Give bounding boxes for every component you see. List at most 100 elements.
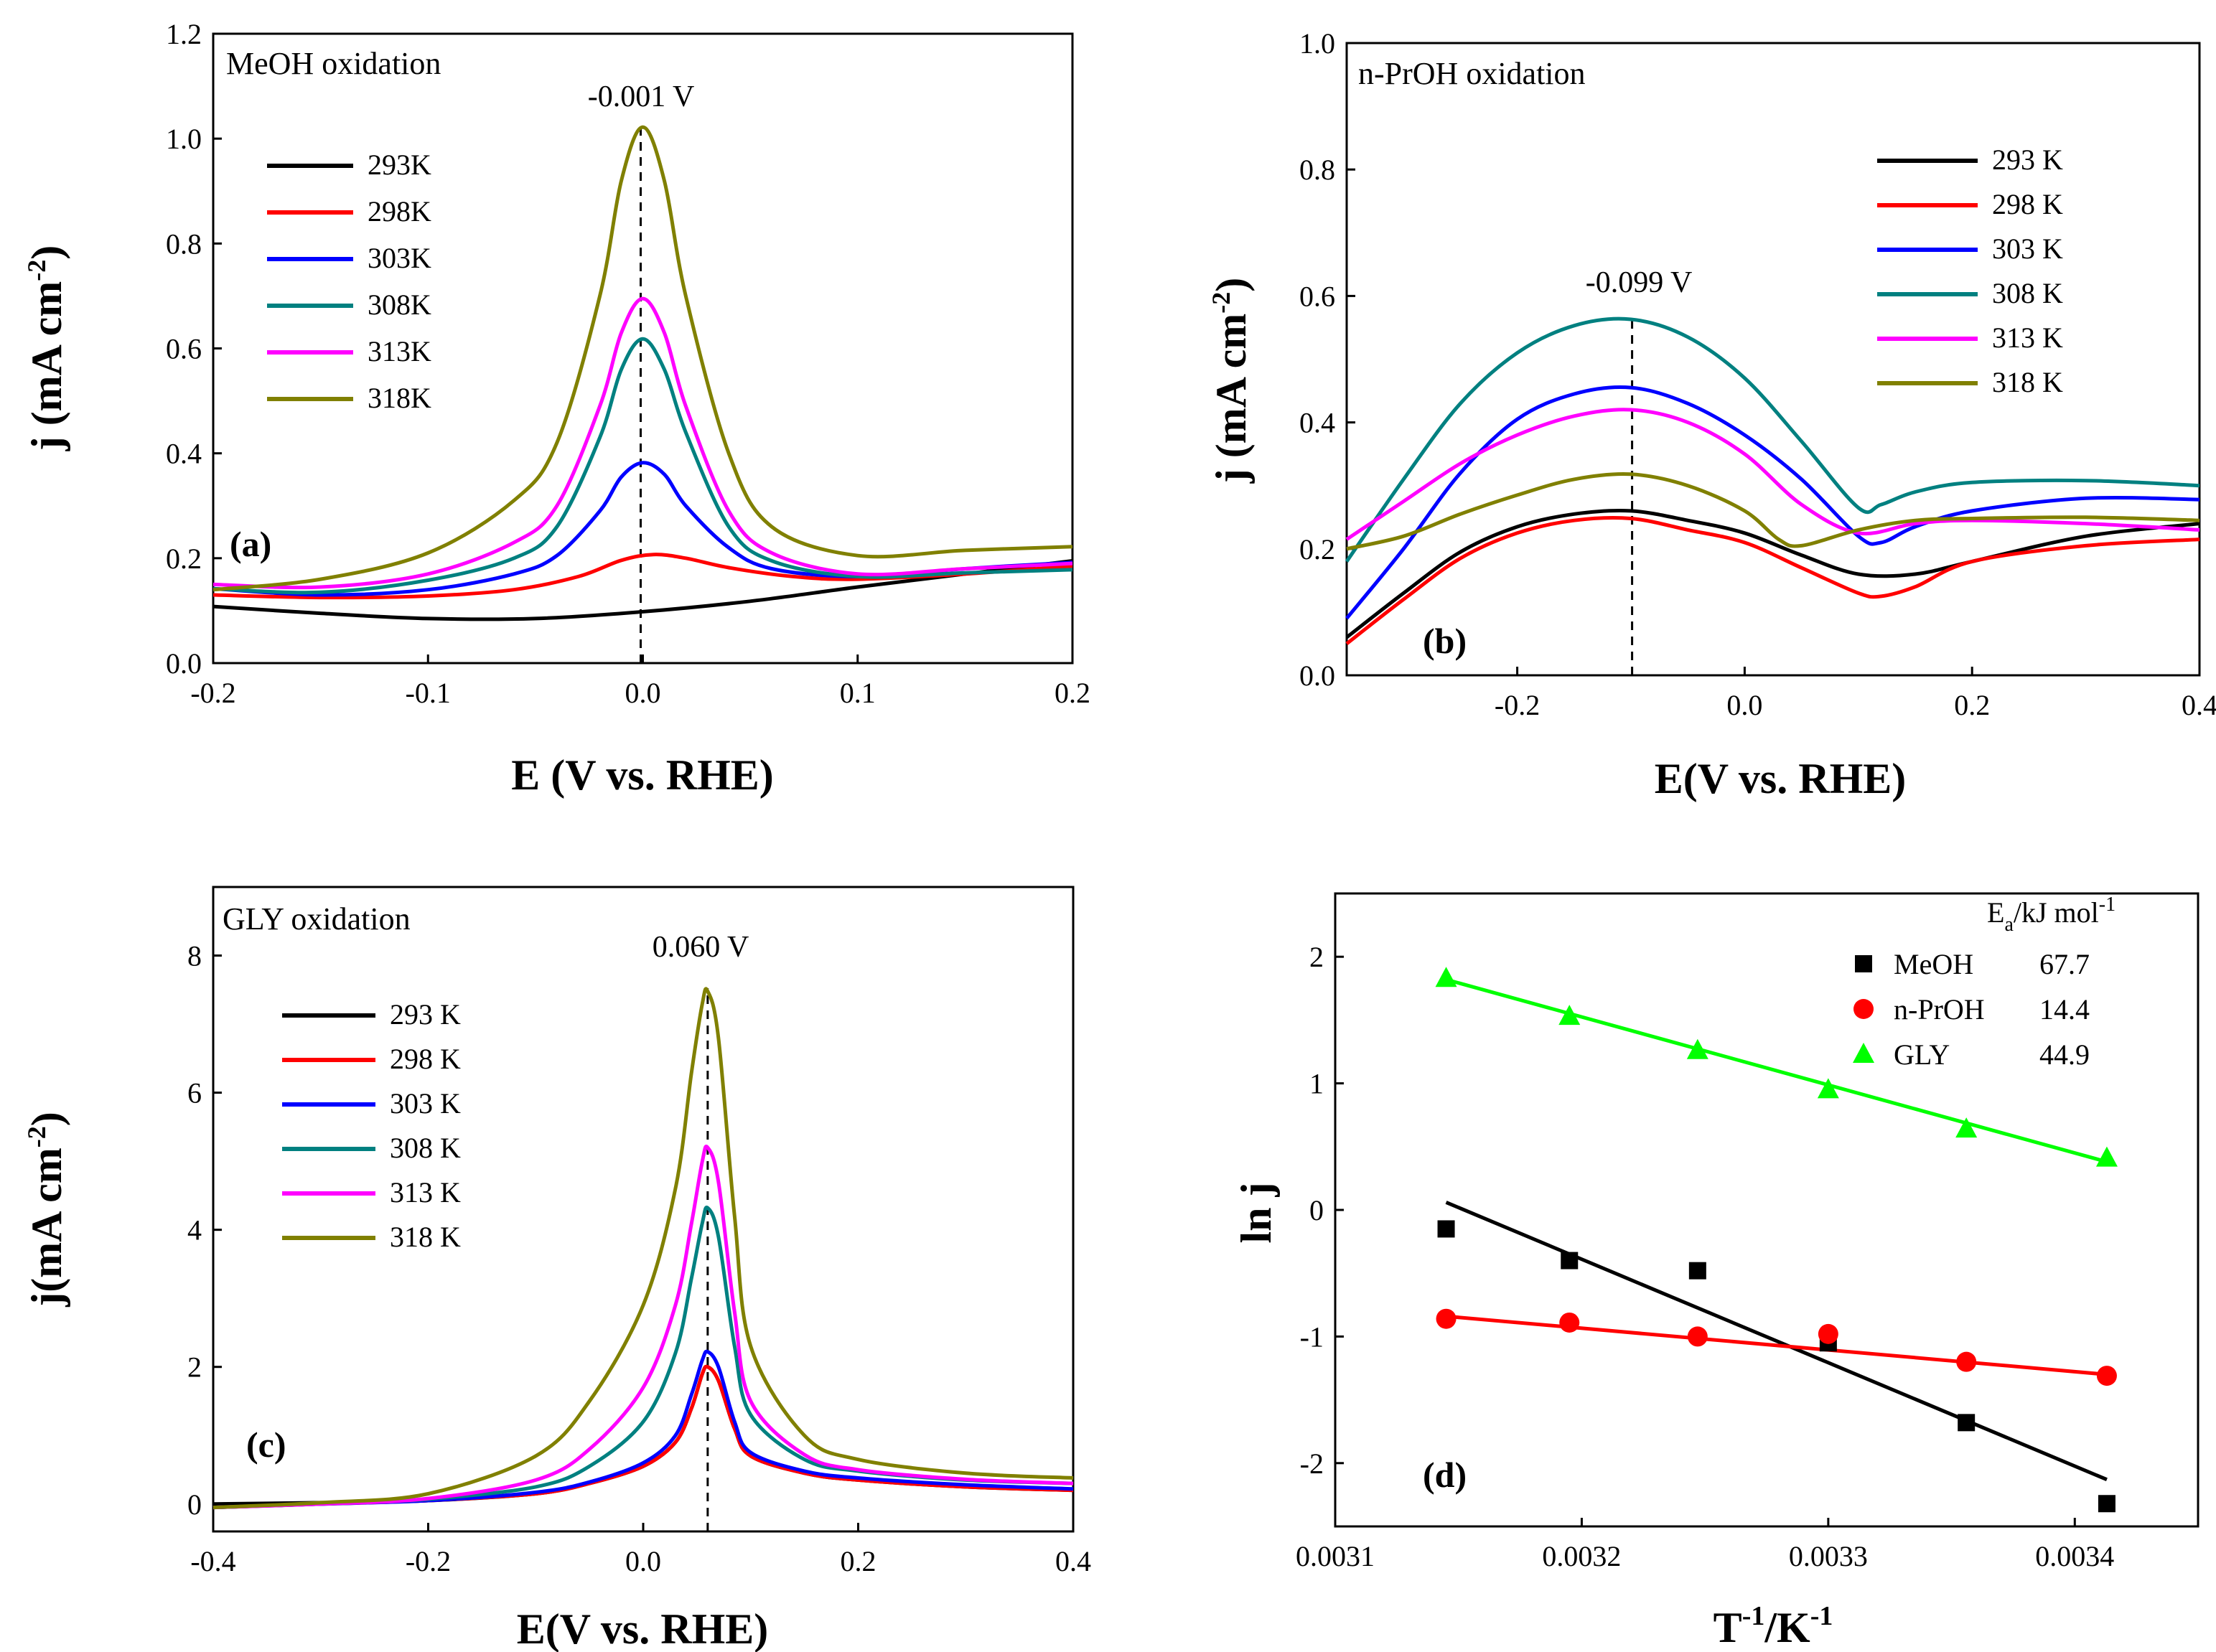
panel-a-y-tick-label: 0.6 <box>166 333 202 365</box>
panel-a-x-tick-label: 0.1 <box>840 677 876 709</box>
panel-d-point-gly <box>2095 1146 2118 1167</box>
panel-d-x-tick-label: 0.0031 <box>1296 1540 1375 1572</box>
panel-d-fit-line-n-proh <box>1446 1314 2108 1376</box>
panel-a-x-tick-label: 0.2 <box>1055 677 1090 709</box>
panel-b-series-293k <box>1345 508 2200 639</box>
panel-b-series-313k <box>1345 408 2200 541</box>
panel-c-x-tick-label: -0.4 <box>190 1545 235 1577</box>
panel-d: -2 -1 0 1 2 0.0031 0.0032 0.0033 0.0034 MeOH 67.… <box>1233 892 2199 1651</box>
panel-b-y-tick-label: 0.0 <box>1299 660 1335 692</box>
panel-b-label: (b) <box>1423 621 1467 661</box>
panel-a-y-tick-label: 1.2 <box>166 18 202 50</box>
panel-d-x-tick-label: 0.0033 <box>1789 1540 1868 1572</box>
panel-d-point-n-proh <box>1687 1326 1708 1347</box>
panel-a-x-axis-label: E (V vs. RHE) <box>511 751 774 799</box>
panel-c-legend-label: 298 K <box>390 1043 461 1075</box>
panel-c-y-tick-label: 6 <box>187 1077 202 1109</box>
panel-b-series-298k <box>1345 515 2200 645</box>
panel-d-point-meoh <box>1958 1414 1976 1432</box>
panel-d-point-n-proh <box>2096 1366 2117 1386</box>
panel-b-legend-label: 318 K <box>1992 366 2063 398</box>
panel-b-series-318k <box>1346 472 2200 551</box>
panel-a-y-tick-label: 0.0 <box>166 647 202 680</box>
panel-d-legend-label: GLY <box>1894 1038 1950 1071</box>
panel-d-legend-label: MeOH <box>1894 948 1973 980</box>
panel-c-x-tick-label: 0.4 <box>1055 1545 1091 1577</box>
panel-a-title: MeOH oxidation <box>226 46 441 81</box>
panel-c-series-318k <box>212 987 1074 1510</box>
panel-b-y-tick-label: 0.4 <box>1299 407 1335 439</box>
panel-a-y-tick-label: 0.2 <box>166 543 202 575</box>
panel-a-series-308k <box>212 337 1073 595</box>
panel-a-y-axis-label: j (mA cm-2) <box>22 245 70 452</box>
panel-b-title: n-PrOH oxidation <box>1358 56 1586 91</box>
panel-a-x-tick-label: -0.2 <box>190 677 235 709</box>
panel-a-x-tick-label: 0.0 <box>625 677 661 709</box>
panel-b-x-tick-label: 0.2 <box>1954 689 1990 721</box>
panel-b-series-303k <box>1345 385 2200 620</box>
panel-c-label: (c) <box>246 1425 286 1465</box>
panel-b-y-tick-label: 0.2 <box>1299 533 1335 565</box>
panel-c-series-303k <box>212 1349 1074 1510</box>
panel-b-y-tick-label: 0.6 <box>1299 280 1335 312</box>
panel-d-point-n-proh <box>1436 1308 1457 1329</box>
panel-d-legend-ea-value: 44.9 <box>2039 1038 2090 1071</box>
panel-a-legend-label: 303K <box>368 242 431 274</box>
panel-a-label: (a) <box>230 524 271 564</box>
panel-d-legend-marker <box>1853 999 1874 1019</box>
panel-b-x-tick-label: 0.4 <box>2182 689 2216 721</box>
panel-d-y-tick-label: -1 <box>1300 1320 1324 1353</box>
panel-c-x-tick-label: -0.2 <box>406 1545 451 1577</box>
panel-d-y-tick-label: 2 <box>1309 941 1324 973</box>
panel-d-legend-label: n-PrOH <box>1894 993 1985 1026</box>
panel-b-y-tick-label: 1.0 <box>1299 27 1335 60</box>
panel-d-label: (d) <box>1423 1455 1467 1495</box>
panel-d-y-tick-label: 0 <box>1309 1194 1324 1226</box>
panel-a-legend-label: 308K <box>368 288 431 321</box>
panel-d-x-tick-label: 0.0032 <box>1542 1540 1621 1572</box>
panel-d-legend-ea-value: 67.7 <box>2039 948 2090 980</box>
panel-d-point-gly <box>1435 967 1457 987</box>
panel-c-legend-label: 303 K <box>390 1087 461 1120</box>
panel-a-legend-label: 313K <box>368 335 431 367</box>
panel-d-point-meoh <box>1688 1262 1706 1280</box>
panel-b-legend-label: 308 K <box>1992 277 2063 309</box>
panel-a-legend-label: 318K <box>368 382 431 414</box>
panel-c-legend-label: 313 K <box>390 1176 461 1209</box>
panel-a-y-tick-label: 0.8 <box>166 227 202 260</box>
panel-a-series-313k <box>212 296 1073 590</box>
panel-a-y-tick-label: 0.4 <box>166 438 202 470</box>
panel-c: 0 2 4 6 8 -0.4 -0.2 0.0 0.2 0.4 293 K 298 K 303 K 3… <box>22 886 1091 1652</box>
panel-c-x-tick-label: 0.0 <box>625 1545 661 1577</box>
panel-b-plot-frame <box>1345 42 2201 677</box>
panel-b-legend-label: 313 K <box>1992 322 2063 354</box>
panel-c-x-axis-label: E(V vs. RHE) <box>517 1605 769 1652</box>
panel-c-y-axis-label: j(mA cm-2) <box>22 1112 70 1308</box>
panel-d-point-n-proh <box>1818 1323 1838 1344</box>
panel-d-legend-title: Ea/kJ mol-1 <box>1987 893 2116 936</box>
panel-d-point-gly <box>1817 1078 1839 1099</box>
panel-a-series-293k <box>212 559 1073 621</box>
panel-c-series-313k <box>212 1144 1074 1510</box>
panel-d-legend-marker <box>1855 955 1872 972</box>
panel-b-legend-label: 293 K <box>1992 144 2063 176</box>
panel-d-point-meoh <box>1437 1220 1455 1238</box>
panel-d-x-tick-label: 0.0034 <box>2035 1540 2114 1572</box>
panel-c-title: GLY oxidation <box>223 901 411 937</box>
panel-b: 0.0 0.2 0.4 0.6 0.8 1.0 -0.2 0.0 0.2 0.4 293 K 29… <box>1207 27 2216 802</box>
panel-a-legend-label: 293K <box>368 149 431 181</box>
panel-c-y-tick-label: 8 <box>187 940 202 972</box>
panel-d-point-gly <box>1686 1038 1708 1059</box>
panel-a-peak-label: -0.001 V <box>588 80 695 113</box>
panel-d-fit-line-gly <box>1445 977 2108 1164</box>
panel-a-series-318k <box>212 125 1073 592</box>
panel-d-point-gly <box>1955 1117 1978 1138</box>
panel-a: 0.00.20.40.60.81.01.2 -0.2 -0.1 0.0 0.1 0.2 … <box>22 18 1090 799</box>
panel-b-x-tick-label: -0.2 <box>1495 689 1540 721</box>
panel-c-peak-label: 0.060 V <box>653 931 749 964</box>
panel-d-fit-line-meoh <box>1445 1201 2108 1482</box>
panel-d-legend-marker <box>1853 1043 1874 1063</box>
panel-d-y-tick-label: -2 <box>1300 1447 1324 1480</box>
panel-d-point-meoh <box>2098 1495 2116 1513</box>
